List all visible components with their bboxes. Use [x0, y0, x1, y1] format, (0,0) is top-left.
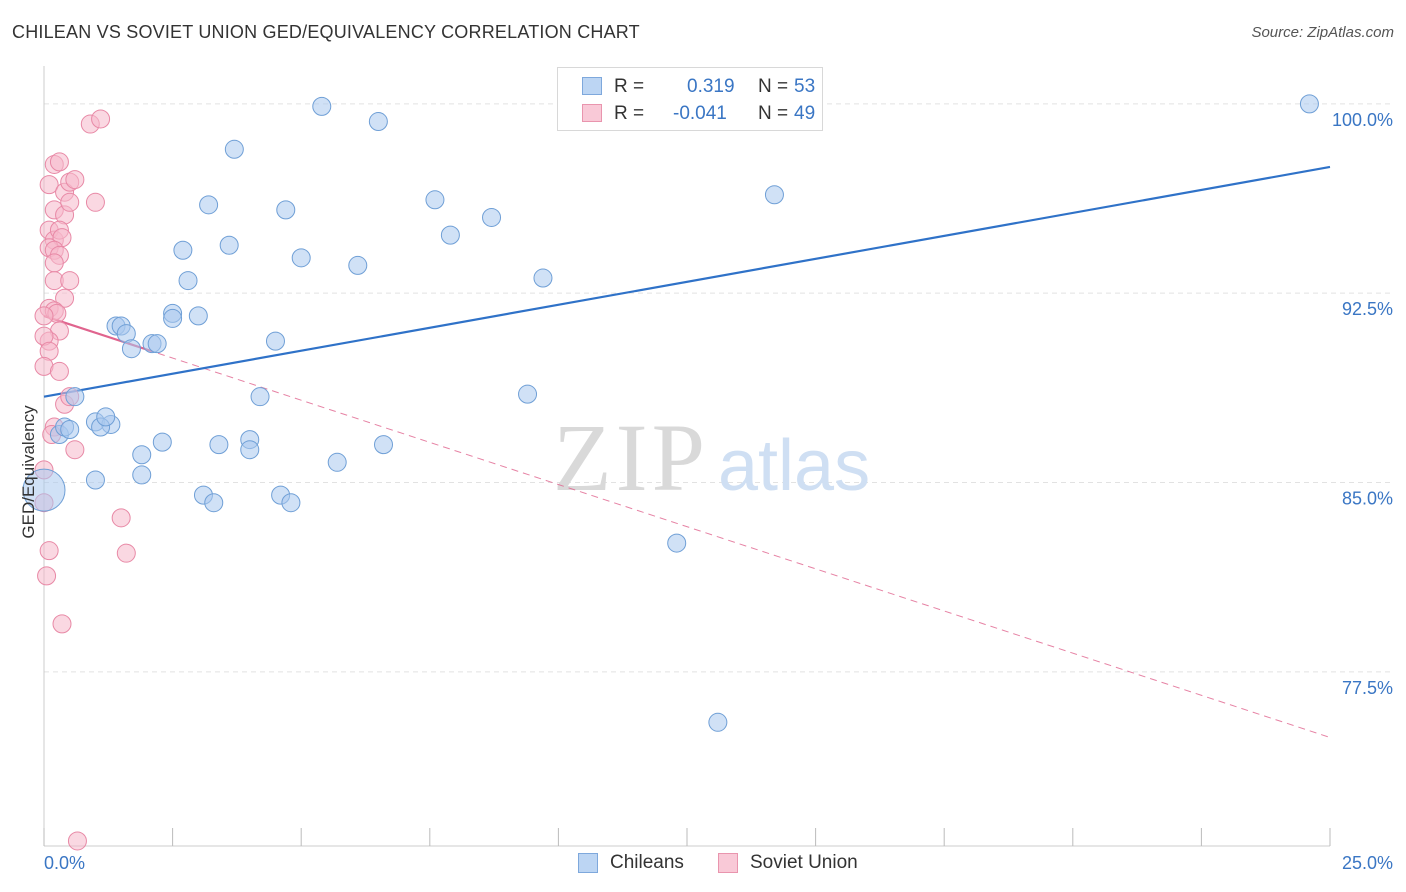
chileans-point — [240, 440, 260, 460]
chileans-point — [265, 331, 285, 351]
correlation-legend: R = 0.319 N = 53 R = -0.041 N = 49 — [557, 67, 823, 131]
chileans-point — [1299, 94, 1319, 114]
chileans-point — [121, 339, 141, 359]
legend-r-label: R = — [614, 103, 645, 124]
soviet-union-point — [39, 175, 59, 195]
legend-r-label: R = — [614, 76, 645, 97]
chileans-trend — [43, 165, 1331, 398]
legend-r-value: -0.041 — [673, 103, 727, 124]
chileans-point — [708, 712, 728, 732]
chileans-point — [374, 435, 394, 455]
chileans-point — [188, 306, 208, 326]
legend-n-label: N = — [758, 103, 789, 124]
chileans-point — [281, 493, 301, 513]
legend-r-value: 0.319 — [687, 76, 735, 97]
chileans-point — [348, 255, 368, 275]
x-tick-label: 0.0% — [44, 853, 85, 873]
axes — [43, 66, 1331, 847]
chileans-point — [204, 493, 224, 513]
soviet-union-point — [55, 288, 75, 308]
grid-lines — [44, 103, 1394, 673]
soviet-union-point — [111, 508, 131, 528]
chileans-point — [163, 308, 183, 328]
tick-labels: 77.5% 85.0% 92.5% 100.0% 0.0% 25.0% — [44, 110, 1393, 873]
chileans-point — [152, 432, 172, 452]
soviet-union-point — [60, 192, 80, 212]
soviet-union-point — [65, 440, 85, 460]
y-axis-label: GED/Equivalency — [19, 405, 38, 539]
chileans-point — [132, 465, 152, 485]
soviet-union-point — [34, 306, 54, 326]
chileans-point — [440, 225, 460, 245]
chileans-point — [482, 207, 502, 227]
source-label: Source: ZipAtlas.com — [1251, 24, 1394, 41]
soviet-union-point — [65, 170, 85, 190]
watermark: ZIP atlas — [553, 404, 870, 511]
chileans-point — [147, 334, 167, 354]
chileans-point — [327, 452, 347, 472]
chileans-point — [199, 195, 219, 215]
bottom-legend-label: Soviet Union — [750, 852, 858, 873]
chileans-point — [178, 271, 198, 291]
soviet-union-point — [85, 192, 105, 212]
soviet-union-point — [37, 566, 57, 586]
bottom-legend-swatch-blue — [578, 853, 598, 873]
chileans-point — [173, 240, 193, 260]
legend-swatch-blue — [582, 77, 602, 95]
y-tick-label: 85.0% — [1342, 489, 1393, 509]
soviet-union-point — [52, 614, 72, 634]
soviet-union-trend-dashed — [43, 315, 1331, 738]
soviet-union-point — [91, 109, 111, 129]
chileans-point — [368, 112, 388, 132]
chileans-point — [65, 387, 85, 407]
y-tick-label: 77.5% — [1342, 678, 1393, 698]
x-tick-label: 25.0% — [1342, 853, 1393, 873]
chileans-point — [96, 407, 116, 427]
legend-n-value: 49 — [794, 103, 816, 124]
soviet-union-point — [49, 152, 69, 172]
watermark-atlas: atlas — [718, 426, 870, 506]
legend-n-label: N = — [758, 76, 789, 97]
soviet-union-point — [60, 271, 80, 291]
chileans-point — [291, 248, 311, 268]
chileans-point — [533, 268, 553, 288]
soviet-union-point — [44, 253, 64, 273]
y-tick-label: 100.0% — [1332, 110, 1393, 130]
chileans-point — [250, 387, 270, 407]
bottom-legend-label: Chileans — [610, 852, 684, 873]
chileans-point — [425, 190, 445, 210]
soviet-union-trend-lines — [43, 314, 1331, 738]
chileans-point — [219, 235, 239, 255]
chileans-trend-line — [43, 165, 1331, 398]
chileans-points — [22, 94, 1319, 732]
chileans-point — [132, 445, 152, 465]
legend-swatch-pink — [582, 104, 602, 122]
chileans-point — [667, 533, 687, 553]
chart-title: CHILEAN VS SOVIET UNION GED/EQUIVALENCY … — [12, 22, 640, 42]
chileans-point — [518, 384, 538, 404]
chileans-point — [22, 468, 66, 512]
chileans-point — [764, 185, 784, 205]
chileans-point — [209, 435, 229, 455]
legend-n-value: 53 — [794, 76, 816, 97]
soviet-union-point — [39, 541, 59, 561]
soviet-union-point — [49, 361, 69, 381]
y-tick-label: 92.5% — [1342, 299, 1393, 319]
chileans-point — [224, 139, 244, 159]
watermark-zip: ZIP — [553, 404, 709, 511]
chileans-point — [276, 200, 296, 220]
chileans-point — [85, 470, 105, 490]
bottom-legend-swatch-pink — [718, 853, 738, 873]
soviet-union-point — [116, 543, 136, 563]
soviet-union-point — [67, 831, 87, 851]
chileans-point — [312, 96, 332, 116]
chileans-point — [60, 419, 80, 439]
